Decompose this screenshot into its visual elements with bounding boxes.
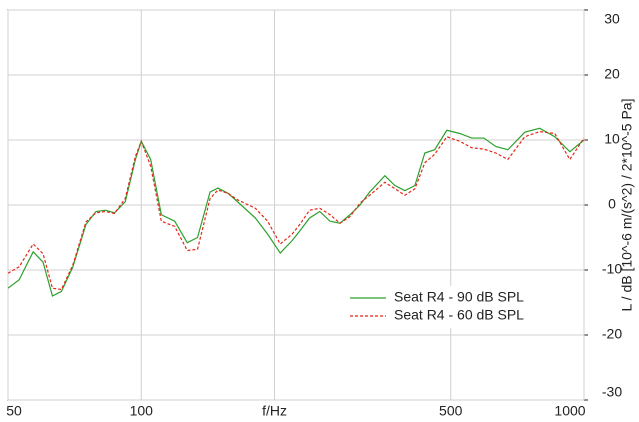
data-line: [7, 130, 585, 291]
y-tick-label: 0: [608, 196, 616, 212]
legend-label: Seat R4 - 60 dB SPL: [394, 307, 524, 323]
lines: [7, 127, 585, 297]
legend-label: Seat R4 - 90 dB SPL: [394, 289, 524, 305]
y-tick-label: -30: [602, 384, 622, 400]
y-axis-label: L / dB [10^-6 m/(s^2) / 2*10^-5 Pa]: [619, 99, 635, 312]
x-tick-label: 50: [6, 403, 22, 419]
y-tick-label: 30: [604, 11, 620, 27]
x-tick-label: 100: [130, 403, 154, 419]
x-tick-label: 500: [439, 403, 463, 419]
y-tick-label: 10: [604, 131, 620, 147]
x-tick-label: f/Hz: [262, 403, 287, 419]
x-tick-label: 1000: [554, 403, 585, 419]
labels: -30 -20 -10 0 10 20 30 50 100 f/Hz 500 1000 Seat R4 …: [6, 11, 622, 419]
y-tick-label: 20: [604, 66, 620, 82]
y-tick-label: -10: [602, 261, 622, 277]
legend-box: [344, 286, 580, 328]
grid: [7, 9, 588, 401]
y-tick-label: -20: [602, 326, 622, 342]
data-line: [7, 127, 585, 297]
